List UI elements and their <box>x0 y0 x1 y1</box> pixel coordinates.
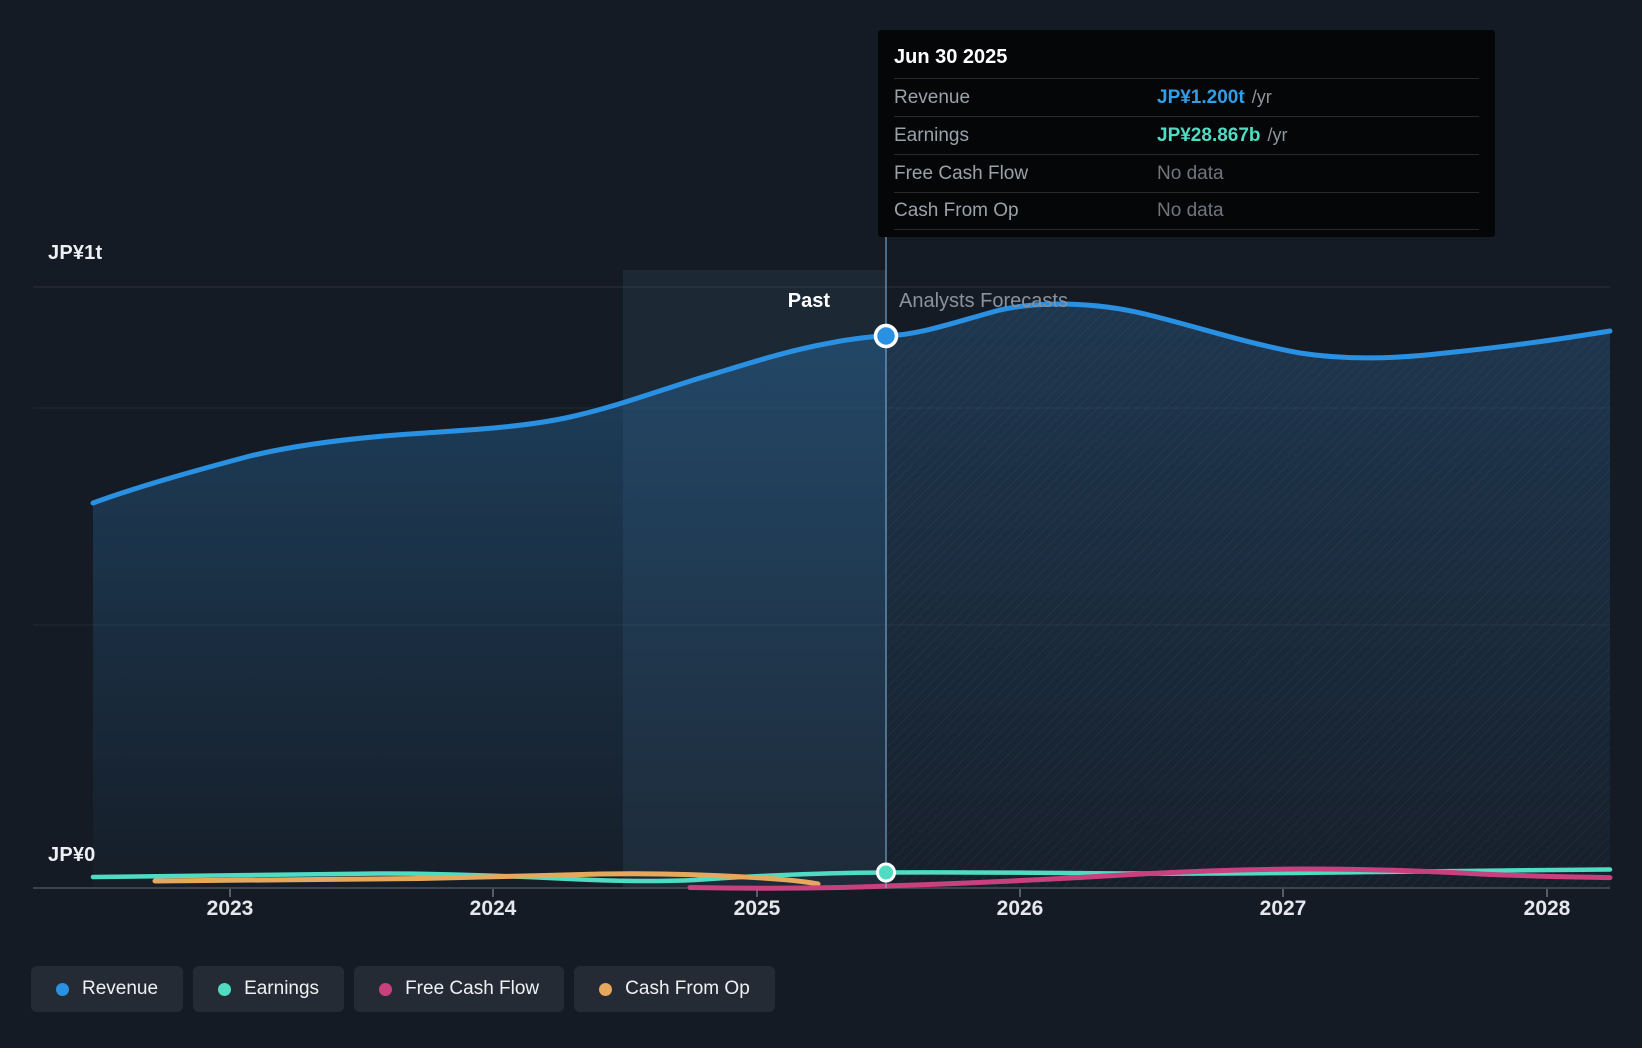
hover-tooltip: Jun 30 2025 Revenue JP¥1.200t /yr Earnin… <box>878 30 1495 237</box>
tooltip-earnings-value: JP¥28.867b <box>1157 124 1261 146</box>
y-axis-label-0: JP¥0 <box>48 844 96 866</box>
x-tick-2024: 2024 <box>469 897 517 920</box>
x-tick-2028: 2028 <box>1523 897 1571 920</box>
x-tick-2026: 2026 <box>996 897 1044 920</box>
legend-chip-free-cash-flow[interactable]: Free Cash Flow <box>354 966 565 1012</box>
analysts-forecasts-label: Analysts Forecasts <box>899 290 1068 312</box>
x-tick-2023: 2023 <box>206 897 254 920</box>
tooltip-cashop-value: No data <box>1157 200 1224 221</box>
earnings-dot-icon <box>218 982 232 996</box>
legend-chip-earnings[interactable]: Earnings <box>193 966 345 1012</box>
revenue-area-forecast-hatch <box>886 304 1610 888</box>
tooltip-revenue-value: JP¥1.200t <box>1157 86 1245 108</box>
legend-label: Earnings <box>244 978 320 999</box>
free-cash-flow-dot-icon <box>379 982 393 996</box>
tooltip-row-free-cash-flow: Free Cash Flow No data <box>894 154 1479 192</box>
cash-from-op-dot-icon <box>599 982 613 996</box>
chart-legend: Revenue Earnings Free Cash Flow Cash Fro… <box>31 966 775 1012</box>
earnings-point-marker <box>876 862 896 883</box>
tooltip-row-label: Earnings <box>894 124 969 146</box>
tooltip-row-label: Cash From Op <box>894 200 1019 221</box>
tooltip-row-revenue: Revenue JP¥1.200t /yr <box>894 78 1479 116</box>
cash-from-op-line <box>152 871 821 887</box>
tooltip-row-label: Free Cash Flow <box>894 162 1029 184</box>
tooltip-row-label: Revenue <box>894 86 971 108</box>
legend-label: Cash From Op <box>625 978 750 999</box>
tooltip-earnings-unit: /yr <box>1267 124 1288 145</box>
legend-chip-revenue[interactable]: Revenue <box>31 966 184 1012</box>
legend-chip-cash-from-op[interactable]: Cash From Op <box>574 966 775 1012</box>
revenue-area-past <box>93 336 886 888</box>
tooltip-row-earnings: Earnings JP¥28.867b /yr <box>894 116 1479 154</box>
tooltip-revenue-unit: /yr <box>1251 86 1272 107</box>
past-label: Past <box>787 290 830 312</box>
legend-label: Free Cash Flow <box>405 978 540 999</box>
x-tick-2027: 2027 <box>1259 897 1307 920</box>
x-axis-ticks <box>229 889 1548 897</box>
legend-label: Revenue <box>82 978 159 999</box>
free-cash-flow-line <box>687 866 1613 891</box>
revenue-dot-icon <box>56 982 69 996</box>
tooltip-fcf-value: No data <box>1157 162 1224 184</box>
x-tick-2025: 2025 <box>733 897 781 920</box>
earnings-line <box>90 867 1613 884</box>
revenue-line <box>90 301 1613 506</box>
tooltip-row-cash-from-op: Cash From Op No data <box>894 192 1479 230</box>
revenue-point-marker <box>873 323 899 349</box>
tooltip-date-title: Jun 30 2025 <box>894 45 1008 68</box>
y-axis-label-1t: JP¥1t <box>48 242 103 264</box>
